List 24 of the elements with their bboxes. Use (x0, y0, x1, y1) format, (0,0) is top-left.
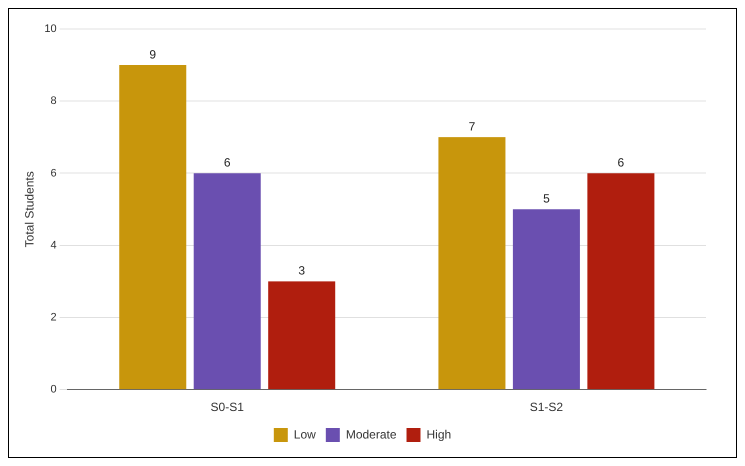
bar (119, 65, 186, 390)
y-tick-label: 0 (50, 384, 57, 396)
y-axis-title: Total Students (22, 171, 37, 248)
data-label: 6 (618, 156, 625, 170)
data-label: 7 (468, 119, 476, 134)
y-tick-label: 4 (50, 239, 57, 252)
bar (194, 173, 261, 390)
bar (268, 281, 336, 390)
data-label: 3 (298, 264, 306, 278)
bar (438, 137, 506, 390)
bar (587, 173, 654, 390)
y-tick-label: 8 (50, 95, 57, 108)
y-tick-label: 6 (50, 167, 57, 180)
legend-label: High (426, 427, 452, 442)
data-label: 5 (543, 192, 550, 206)
y-tick-label: 10 (44, 23, 57, 36)
x-tick-label: S1-S2 (530, 400, 564, 414)
bar (512, 209, 580, 390)
legend-label: Moderate (346, 427, 397, 442)
data-label: 6 (224, 156, 231, 170)
data-label: 9 (149, 47, 156, 62)
x-tick-label: S0-S1 (210, 400, 244, 414)
y-tick-label: 2 (50, 312, 57, 324)
legend-label: Low (294, 427, 316, 442)
